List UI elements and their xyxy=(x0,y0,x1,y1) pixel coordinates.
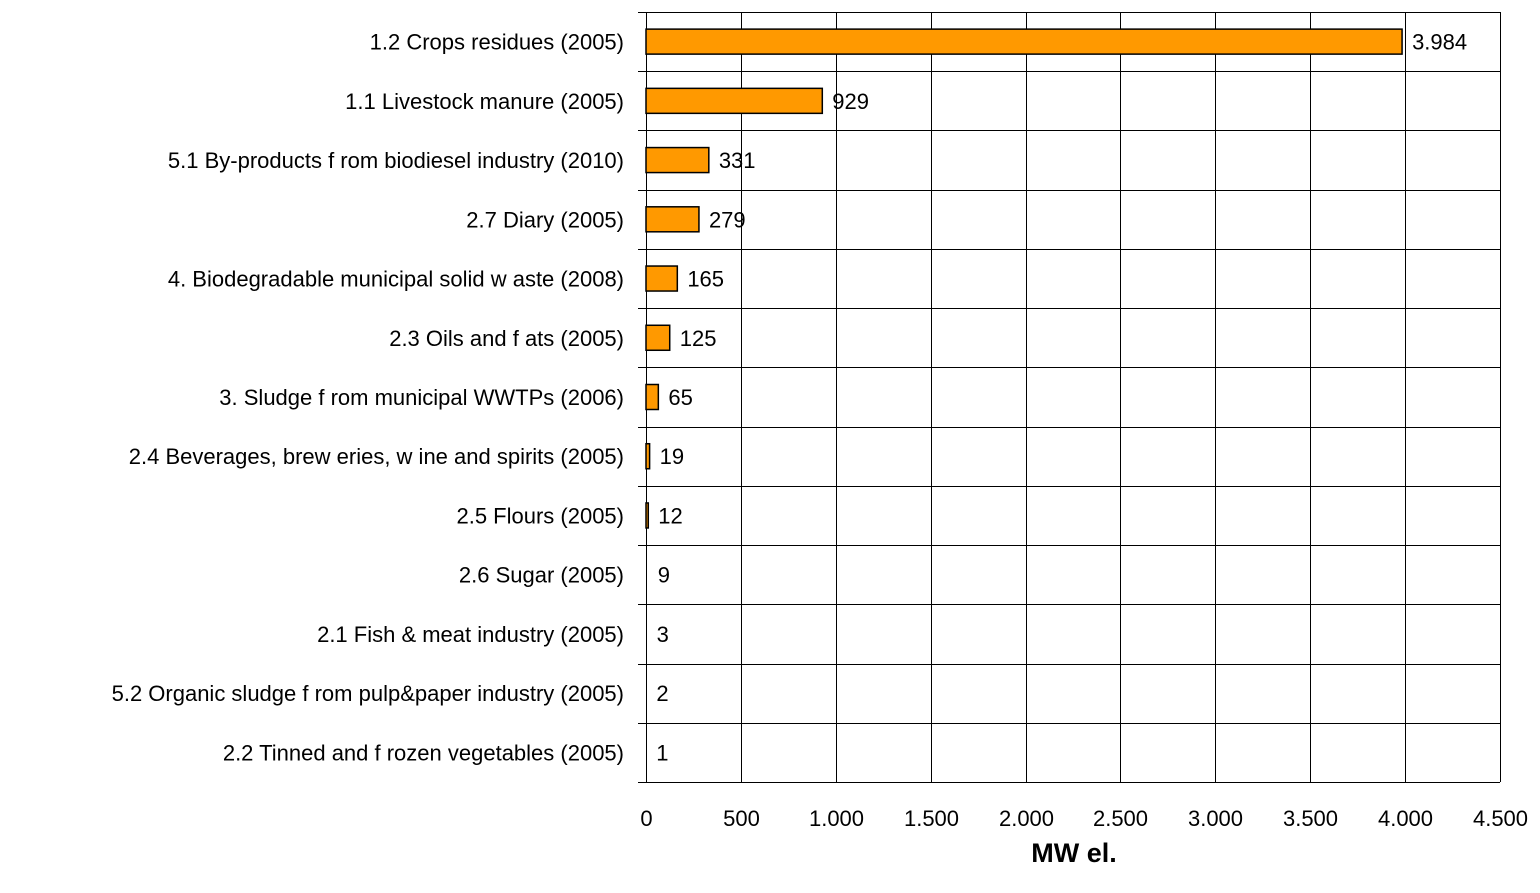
x-tick-label: 4.000 xyxy=(1378,806,1433,831)
bar xyxy=(645,442,651,470)
x-tick-label: 2.500 xyxy=(1093,806,1148,831)
data-label: 125 xyxy=(680,326,717,351)
category-label: 2.4 Beverages, brew eries, w ine and spi… xyxy=(129,444,624,469)
x-tick-label: 0 xyxy=(640,806,652,831)
x-tick-label: 500 xyxy=(723,806,760,831)
bar xyxy=(645,146,710,174)
category-label: 2.5 Flours (2005) xyxy=(456,503,624,528)
data-label: 1 xyxy=(656,740,668,765)
bar xyxy=(645,502,650,529)
data-label: 2 xyxy=(656,681,668,706)
category-label: 5.2 Organic sludge f rom pulp&paper indu… xyxy=(112,681,624,706)
category-label: 2.1 Fish & meat industry (2005) xyxy=(317,622,624,647)
x-tick-label: 4.500 xyxy=(1473,806,1528,831)
x-tick-label: 1.500 xyxy=(904,806,959,831)
x-tick-label: 3.500 xyxy=(1283,806,1338,831)
data-label: 331 xyxy=(719,148,756,173)
category-label: 2.6 Sugar (2005) xyxy=(459,563,624,588)
x-tick-label: 1.000 xyxy=(809,806,864,831)
bar xyxy=(645,28,1403,55)
category-label: 4. Biodegradable municipal solid w aste … xyxy=(168,267,624,292)
bar xyxy=(645,265,679,292)
data-label: 9 xyxy=(658,563,670,588)
data-label: 929 xyxy=(832,89,869,114)
x-axis-title: MW el. xyxy=(1031,838,1117,868)
category-label: 2.3 Oils and f ats (2005) xyxy=(389,326,624,351)
data-label: 65 xyxy=(668,385,692,410)
category-label: 1.1 Livestock manure (2005) xyxy=(345,89,624,114)
labels: 0 500 1.000 1.500 2.000 2.500 3.000 3.500 4.000 4… xyxy=(112,30,1528,831)
category-label: 1.2 Crops residues (2005) xyxy=(370,30,624,55)
bar xyxy=(645,87,824,115)
data-label: 279 xyxy=(709,207,746,232)
bar xyxy=(645,383,660,411)
bar xyxy=(645,324,671,352)
bar xyxy=(645,206,700,233)
bars xyxy=(645,28,1403,529)
grid xyxy=(638,12,1501,783)
x-tick-label: 3.000 xyxy=(1188,806,1243,831)
category-label: 3. Sludge f rom municipal WWTPs (2006) xyxy=(219,385,624,410)
data-label: 19 xyxy=(660,444,684,469)
category-label: 2.2 Tinned and f rozen vegetables (2005) xyxy=(223,740,624,765)
data-label: 3 xyxy=(657,622,669,647)
data-label: 165 xyxy=(687,267,724,292)
data-label: 3.984 xyxy=(1412,30,1467,55)
x-tick-label: 2.000 xyxy=(999,806,1054,831)
category-label: 5.1 By-products f rom biodiesel industry… xyxy=(168,148,624,173)
category-label: 2.7 Diary (2005) xyxy=(466,207,624,232)
data-label: 12 xyxy=(658,503,682,528)
